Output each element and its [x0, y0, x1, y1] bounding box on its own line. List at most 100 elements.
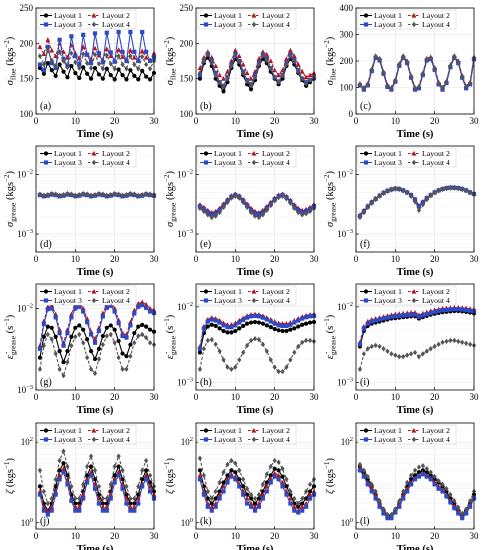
data-point — [237, 320, 242, 325]
data-point — [96, 356, 102, 362]
data-point — [460, 307, 465, 312]
data-point — [65, 64, 70, 71]
x-tick-label: 30 — [150, 116, 160, 126]
legend-marker — [363, 437, 369, 442]
axes-box — [35, 7, 155, 115]
data-point — [92, 370, 98, 377]
panel-h: 0 10 20 30 10−3 10−2 Time (s) ε̇grease (s−1) Lay… — [163, 283, 319, 416]
data-point — [272, 364, 277, 370]
data-point — [112, 463, 117, 470]
data-point — [365, 473, 370, 480]
data-point — [147, 77, 153, 82]
legend-label: Layout 4 — [102, 296, 130, 305]
data-point — [209, 508, 214, 513]
x-tick-label: 0 — [194, 392, 199, 402]
data-point — [401, 353, 406, 360]
legend-marker — [203, 437, 209, 442]
legend-label: Layout 1 — [214, 149, 242, 158]
data-point — [229, 366, 234, 372]
legend-marker — [91, 427, 97, 433]
data-point — [357, 366, 363, 372]
data-point — [69, 342, 74, 349]
data-point — [456, 185, 461, 192]
data-point — [112, 480, 117, 485]
data-point — [213, 318, 218, 323]
data-point — [280, 193, 285, 199]
y-tick-label: 100 — [340, 83, 354, 93]
data-point — [209, 504, 215, 509]
data-point — [221, 89, 226, 94]
data-point — [444, 494, 449, 499]
x-tick-label: 30 — [310, 254, 320, 264]
data-point — [140, 467, 145, 474]
data-point — [225, 330, 230, 335]
data-point — [37, 53, 43, 59]
y-axis-label: σfloe (kgs−2) — [163, 36, 178, 85]
data-point — [237, 195, 242, 201]
data-point — [69, 63, 74, 69]
data-point — [73, 53, 78, 59]
data-point — [136, 192, 141, 199]
data-point — [288, 501, 293, 506]
legend-box — [37, 9, 137, 30]
data-point — [144, 49, 149, 54]
data-point — [104, 46, 110, 52]
data-point — [272, 321, 277, 326]
legend-label: Layout 1 — [54, 149, 82, 158]
data-point — [369, 319, 374, 324]
x-tick-label: 0 — [354, 254, 359, 264]
x-axis-label: Time (s) — [77, 129, 114, 140]
data-point — [136, 324, 141, 329]
data-point — [464, 84, 469, 90]
data-point — [132, 191, 137, 198]
data-point — [448, 500, 453, 505]
data-point — [45, 508, 51, 513]
data-point — [296, 209, 301, 216]
data-point — [276, 468, 281, 473]
data-point — [252, 313, 258, 318]
data-point — [41, 321, 46, 326]
data-point — [41, 508, 46, 513]
data-point — [88, 332, 94, 337]
data-point — [104, 333, 109, 339]
data-point — [124, 483, 129, 490]
data-point — [448, 63, 453, 69]
data-point — [424, 56, 429, 62]
data-point — [373, 496, 378, 501]
data-point — [116, 469, 121, 475]
x-tick-label: 20 — [430, 254, 440, 264]
legend-label: Layout 3 — [214, 158, 242, 167]
legend-marker — [203, 428, 209, 433]
data-point — [124, 354, 129, 359]
data-point — [37, 484, 43, 489]
data-point — [389, 187, 394, 193]
data-point — [381, 346, 386, 352]
y-axis-label: ε̇grease (s−1) — [323, 314, 338, 359]
series-layout-4 — [357, 185, 477, 221]
data-point — [96, 325, 102, 330]
data-point — [209, 214, 214, 221]
data-point — [104, 305, 109, 310]
series-layout-4 — [357, 53, 477, 91]
data-point — [81, 340, 86, 346]
legend-label: Layout 2 — [422, 149, 450, 158]
y-tick-label: 100 — [181, 517, 193, 528]
data-point — [296, 343, 301, 350]
data-point — [92, 467, 98, 474]
data-point — [357, 461, 363, 468]
x-tick-label: 30 — [150, 531, 160, 541]
data-point — [140, 29, 145, 35]
data-point — [53, 63, 58, 69]
data-point — [385, 348, 390, 354]
data-point — [357, 81, 363, 88]
data-point — [112, 66, 117, 72]
x-tick-label: 10 — [231, 531, 241, 541]
data-point — [307, 492, 313, 497]
data-point — [116, 47, 121, 52]
data-point — [221, 76, 226, 81]
x-tick-label: 30 — [470, 392, 480, 402]
y-tick-label: 250 — [180, 3, 194, 13]
data-point — [280, 368, 285, 375]
data-point — [272, 74, 277, 80]
